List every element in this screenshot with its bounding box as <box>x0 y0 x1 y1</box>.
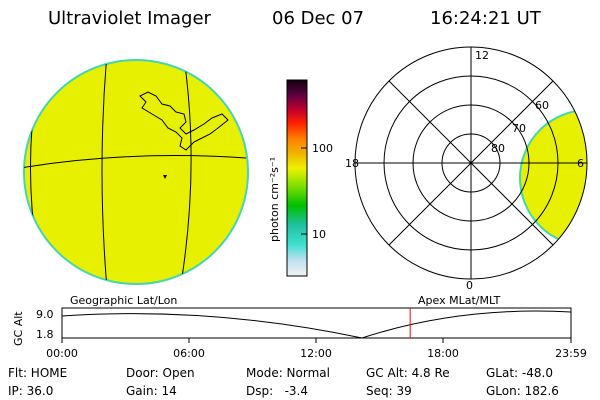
mlat-label-60: 60 <box>535 99 549 112</box>
status-dsp: Dsp: -3.4 <box>246 384 308 398</box>
earth-disk <box>23 59 249 285</box>
y-tick-top: 9.0 <box>36 308 54 321</box>
mlt-label-6: 6 <box>577 157 584 170</box>
status-door: Door: Open <box>126 366 195 380</box>
status-seq: Seq: 39 <box>366 384 412 398</box>
status-glat: GLat: -48.0 <box>486 366 553 380</box>
subpoint-marker <box>163 175 167 179</box>
gc-alt-axis-label: GC Alt <box>12 311 25 346</box>
mlat-label-80: 80 <box>491 142 505 155</box>
status-glon: GLon: 182.6 <box>486 384 559 398</box>
altitude-curve <box>61 310 572 339</box>
status-flt: Flt: HOME <box>8 366 67 380</box>
aurora-oval-region <box>519 109 587 247</box>
colorbar-gradient <box>286 79 308 277</box>
meridian-line <box>101 60 109 284</box>
y-tick-bottom: 1.8 <box>36 328 54 341</box>
apex-section-title: Apex MLat/MLT <box>418 294 501 307</box>
colorbar-tick-100: 100 <box>312 142 333 155</box>
x-tick-label-1: 06:00 <box>173 347 205 360</box>
time-label: 16:24:21 UT <box>430 8 542 29</box>
colorbar-tick-10: 10 <box>312 228 326 241</box>
mlt-label-18: 18 <box>345 157 359 170</box>
x-tick-label-0: 00:00 <box>46 347 78 360</box>
geographic-image <box>23 59 249 285</box>
status-mode: Mode: Normal <box>246 366 330 380</box>
colorbar: 100 10 photon cm⁻²s⁻¹ <box>268 79 333 277</box>
x-tick-label-2: 12:00 <box>300 347 332 360</box>
meridian-line <box>179 60 192 284</box>
x-tick-label-4: 23:59 <box>555 347 587 360</box>
instrument-title: Ultraviolet Imager <box>48 8 212 29</box>
x-tick-label-3: 18:00 <box>427 347 459 360</box>
status-ip: IP: 36.0 <box>8 384 53 398</box>
polar-plot: 12 18 6 0 60 70 80 <box>345 46 588 292</box>
status-gc-alt: GC Alt: 4.8 Re <box>366 366 450 380</box>
mlat-label-70: 70 <box>512 122 526 135</box>
polar-diagonal <box>388 80 554 246</box>
status-gain: Gain: 14 <box>126 384 177 398</box>
colorbar-unit-label: photon cm⁻²s⁻¹ <box>268 157 281 242</box>
status-panel: Flt: HOME IP: 36.0 Door: Open Gain: 14 M… <box>8 366 559 398</box>
date-label: 06 Dec 07 <box>272 8 364 29</box>
mlt-label-12: 12 <box>475 49 489 62</box>
latitude-line <box>24 155 247 169</box>
mlt-label-0: 0 <box>466 279 473 292</box>
coastline-outline <box>139 91 229 151</box>
orbit-timeline: Geographic Lat/Lon Apex MLat/MLT 9.0 1.8… <box>12 294 587 360</box>
geographic-section-title: Geographic Lat/Lon <box>70 294 177 307</box>
